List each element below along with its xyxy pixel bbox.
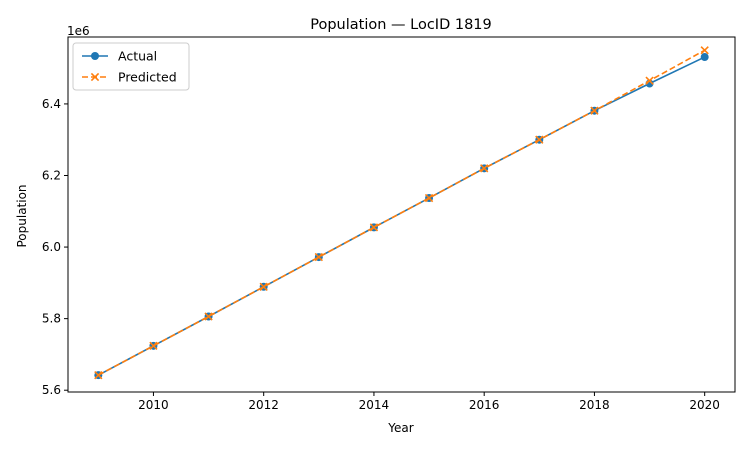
legend-label-actual: Actual [118, 49, 157, 64]
data-point-predicted-2013 [314, 252, 323, 262]
x-tick-label: 2014 [359, 398, 390, 412]
data-point-predicted-2011 [204, 312, 213, 321]
data-point-actual-2020 [700, 53, 709, 62]
data-point-predicted-2012 [259, 282, 268, 291]
legend-marker-actual [91, 52, 99, 60]
x-tick-label: 2012 [248, 398, 279, 412]
series-line-predicted [97, 49, 706, 376]
data-point-predicted-2015 [424, 193, 434, 203]
axes-frame [67, 36, 736, 393]
x-tick-label: 2016 [469, 398, 500, 412]
data-point-predicted-2010 [149, 341, 158, 351]
axes: 2010 2012 2014 2016 2018 2020 5.6 5.8 6.0 6.2 6.4 [42, 36, 736, 412]
chart-title: Population — LocID 1819 [310, 17, 492, 33]
y-tick-label: 6.4 [42, 97, 61, 111]
x-tick-label: 2018 [579, 398, 610, 412]
x-axis-label: Year [387, 421, 413, 435]
legend-marker-predicted [90, 72, 100, 82]
data-point-predicted-2017 [535, 135, 544, 144]
data-point-predicted-2016 [480, 164, 489, 173]
data-point-predicted-2020 [700, 46, 709, 55]
y-tick-label: 5.6 [42, 383, 61, 397]
plot-area [94, 46, 709, 380]
y-offset-label: 1e6 [67, 24, 90, 38]
data-point-predicted-2014 [369, 223, 379, 232]
legend-label-predicted: Predicted [118, 70, 177, 85]
legend-frame [72, 42, 190, 91]
x-tick-label: 2010 [138, 398, 169, 412]
y-tick-label: 6.0 [42, 240, 61, 254]
data-point-predicted-2019 [645, 76, 654, 85]
legend: Actual Predicted [72, 42, 190, 91]
x-tick-label: 2020 [689, 398, 720, 412]
y-tick-label: 6.2 [42, 168, 61, 182]
data-point-predicted-2009 [94, 371, 103, 380]
data-point-predicted-2018 [590, 106, 599, 115]
y-tick-label: 5.8 [42, 312, 61, 326]
y-axis-label: Population [15, 184, 29, 247]
